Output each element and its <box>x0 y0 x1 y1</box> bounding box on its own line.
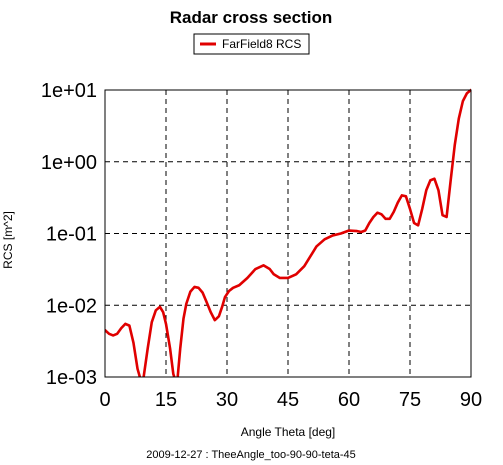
legend-box <box>193 33 310 55</box>
x-axis-ticks: 0 15 30 45 60 75 90 <box>99 389 482 411</box>
y-tick-label: 1e-02 <box>46 295 97 317</box>
chart-title: Radar cross section <box>170 8 333 27</box>
x-tick-label: 60 <box>338 389 360 411</box>
y-tick-label: 1e-01 <box>46 224 97 246</box>
legend-label: FarField8 RCS <box>222 37 301 51</box>
x-tick-label: 0 <box>99 389 110 411</box>
y-tick-label: 1e+00 <box>41 152 97 174</box>
x-tick-label: 15 <box>155 389 177 411</box>
y-axis-label: RCS [m^2] <box>1 211 15 269</box>
x-axis-label: Angle Theta [deg] <box>241 425 336 439</box>
grid <box>105 90 471 377</box>
footer-caption: 2009-12-27 : TheeAngle_too-90-90-teta-45 <box>146 449 356 461</box>
plot-frame <box>104 89 472 378</box>
y-axis-ticks: 1e-03 1e-02 1e-01 1e+00 1e+01 <box>41 80 97 389</box>
x-tick-label: 45 <box>277 389 299 411</box>
x-tick-label: 75 <box>399 389 421 411</box>
series-line-farfield8-rcs <box>105 88 471 377</box>
legend: FarField8 RCS <box>193 33 310 55</box>
y-tick-label: 1e-03 <box>46 367 97 389</box>
x-tick-label: 30 <box>216 389 238 411</box>
y-tick-label: 1e+01 <box>41 80 97 102</box>
x-tick-label: 90 <box>460 389 482 411</box>
